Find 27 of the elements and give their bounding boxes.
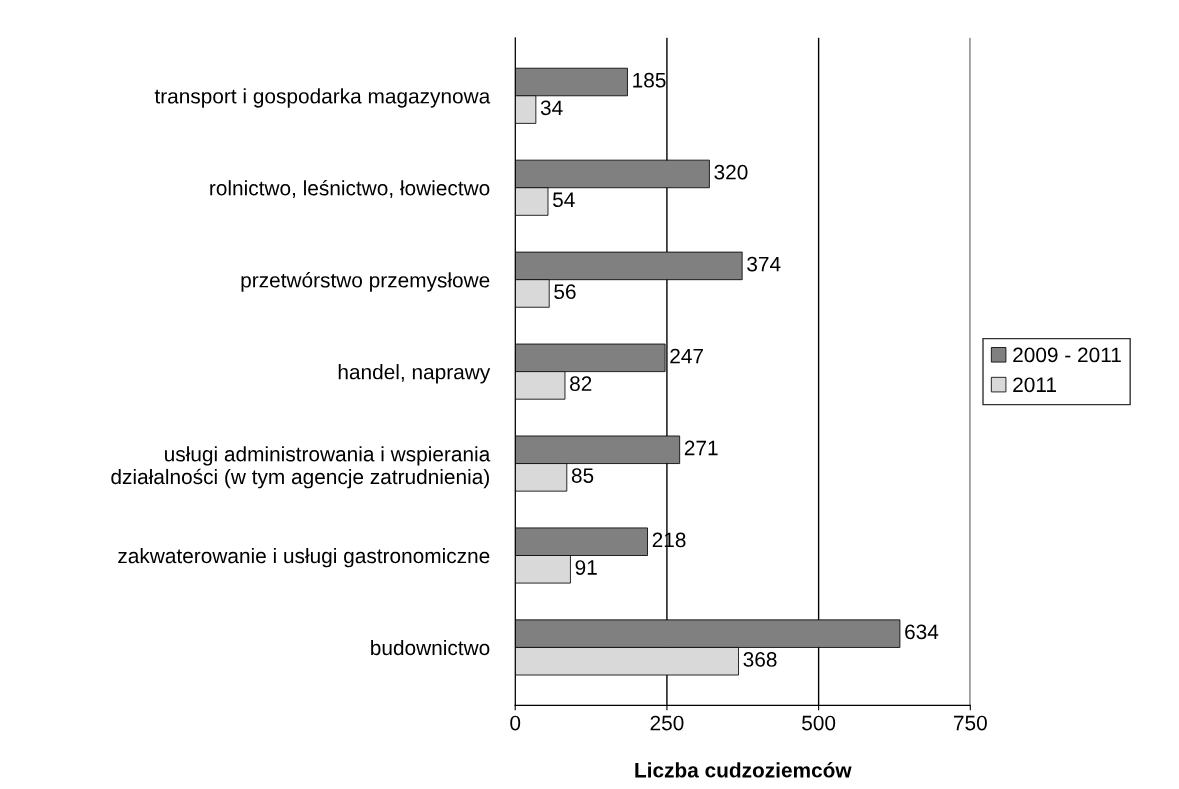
data-label: 320	[714, 164, 748, 180]
x-tick-label: 750	[954, 715, 987, 731]
data-label: 34	[540, 100, 563, 116]
y-tick-label: przetwórstwo przemysłowe	[241, 272, 490, 292]
data-label: 54	[552, 192, 575, 208]
y-tick-label: usługi administrowania i wspierania działalności (w tym agencje zatrudnienia)	[111, 446, 491, 489]
data-label: 374	[747, 256, 781, 272]
x-tick-label: 0	[510, 715, 521, 731]
y-tick-label: transport i gospodarka magazynowa	[154, 88, 491, 108]
data-label: 82	[570, 376, 592, 391]
x-tick-label: 500	[802, 715, 836, 731]
y-tick-label: handel, naprawy	[338, 364, 491, 384]
data-label: 85	[571, 468, 594, 483]
y-tick-label: rolnictwo, leśnictwo, łowiectwo	[210, 179, 490, 198]
data-label: 247	[670, 348, 703, 364]
legend-label: 2011	[1013, 377, 1056, 393]
x-axis-title: Liczba cudzoziemców	[635, 762, 852, 778]
data-label: 91	[575, 560, 597, 575]
y-tick-label: budownictwo	[371, 639, 490, 656]
data-label: 634	[905, 624, 939, 640]
x-tick-label: 250	[650, 715, 684, 731]
legend-label: 2009 - 2011	[1013, 347, 1121, 363]
data-label: 368	[743, 652, 777, 667]
data-label: 185	[633, 72, 666, 88]
data-label: 56	[554, 284, 576, 300]
y-tick-label: zakwaterowanie i usługi gastronomiczne	[118, 547, 490, 568]
data-label: 271	[684, 440, 718, 456]
